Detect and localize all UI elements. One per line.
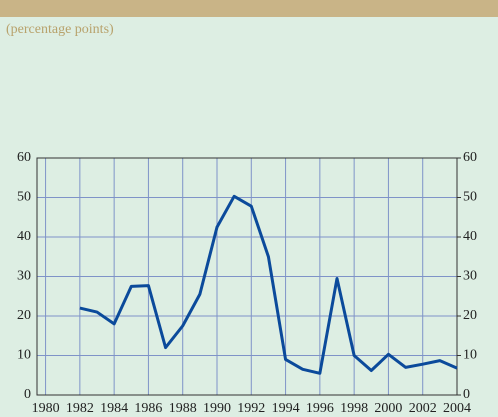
header-bar xyxy=(0,0,498,17)
x-tick-label: 1990 xyxy=(203,401,231,416)
y-tick-label: 20 xyxy=(17,308,31,323)
y2-tick-label: 20 xyxy=(463,308,477,323)
y2-tick-label: 50 xyxy=(463,190,477,205)
x-tick-label: 1986 xyxy=(134,401,162,416)
y2-tick-label: 30 xyxy=(463,269,477,284)
y2-tick-label: 40 xyxy=(463,229,477,244)
y-tick-label: 0 xyxy=(24,387,31,402)
subtitle: (percentage points) xyxy=(6,22,114,37)
plot-frame xyxy=(36,157,458,396)
x-tick-label: 1996 xyxy=(306,401,334,416)
y-tick-label: 40 xyxy=(17,229,31,244)
y-tick-label: 30 xyxy=(17,269,31,284)
y2-tick-label: 60 xyxy=(463,150,477,165)
y-tick-label: 60 xyxy=(17,150,31,165)
y-tick-label: 10 xyxy=(17,348,31,363)
x-tick-label: 1984 xyxy=(100,401,128,416)
x-tick-label: 2000 xyxy=(374,401,402,416)
y2-tick-label: 10 xyxy=(463,348,477,363)
y2-tick-label: 0 xyxy=(463,387,470,402)
x-tick-label: 2004 xyxy=(443,401,471,416)
line-series xyxy=(79,194,458,375)
x-tick-label: 1982 xyxy=(66,401,94,416)
x-tick-label: 1998 xyxy=(340,401,368,416)
x-tick-label: 1988 xyxy=(169,401,197,416)
x-tick-label: 1994 xyxy=(272,401,300,416)
x-tick-label: 1980 xyxy=(32,401,60,416)
x-tick-label: 2002 xyxy=(409,401,437,416)
x-tick-label: 1992 xyxy=(237,401,265,416)
y-tick-label: 50 xyxy=(17,190,31,205)
